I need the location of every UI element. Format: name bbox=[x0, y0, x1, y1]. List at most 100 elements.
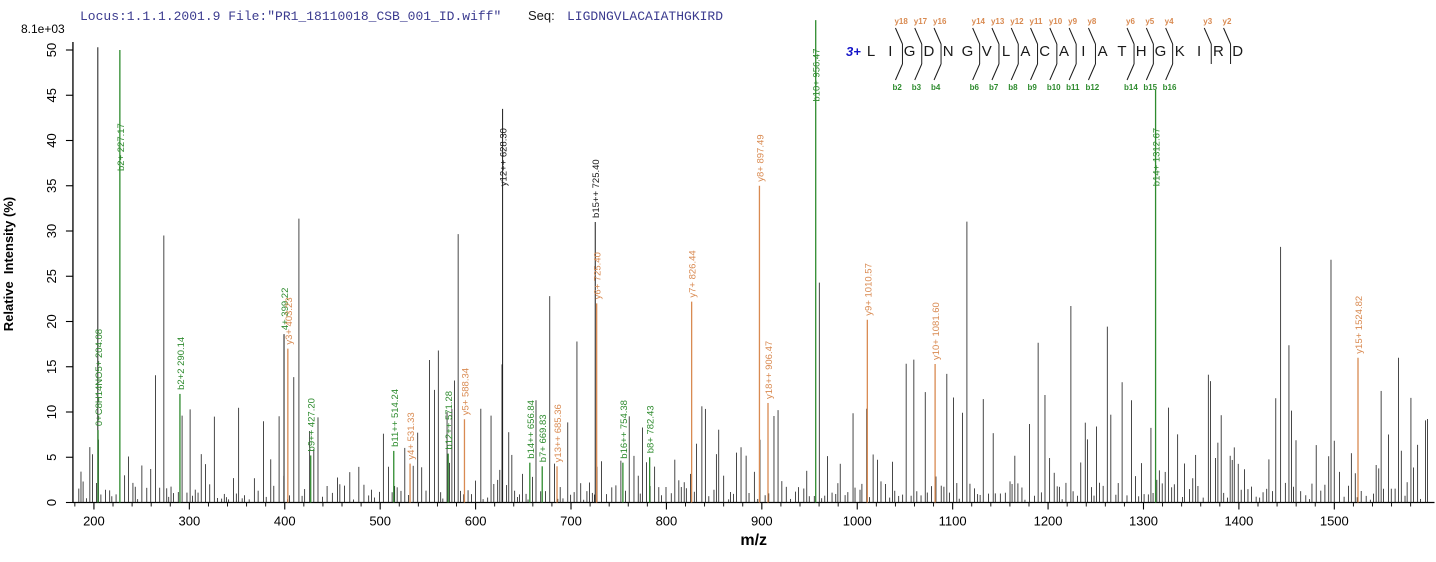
svg-text:Locus:1.1.1.2001.9 File:"PR1_1: Locus:1.1.1.2001.9 File:"PR1_18110018_CS… bbox=[80, 9, 501, 24]
svg-text:35: 35 bbox=[44, 179, 59, 193]
svg-text:y7+ 826.44: y7+ 826.44 bbox=[688, 250, 699, 297]
svg-text:K: K bbox=[1175, 43, 1185, 60]
svg-text:y11: y11 bbox=[1030, 17, 1043, 26]
svg-text:600: 600 bbox=[465, 514, 487, 529]
svg-text:b7: b7 bbox=[989, 83, 999, 92]
svg-text:T: T bbox=[1117, 43, 1126, 60]
svg-text:b15: b15 bbox=[1143, 83, 1157, 92]
svg-text:b12++ 571.28: b12++ 571.28 bbox=[444, 391, 455, 450]
svg-text:1500: 1500 bbox=[1320, 514, 1349, 529]
svg-text:y2: y2 bbox=[1223, 17, 1232, 26]
svg-text:0+C8H14NO5+ 204.08: 0+C8H14NO5+ 204.08 bbox=[94, 329, 105, 426]
svg-text:45: 45 bbox=[44, 88, 59, 102]
svg-text:y10+ 1081.60: y10+ 1081.60 bbox=[931, 302, 942, 360]
svg-text:y8+ 897.49: y8+ 897.49 bbox=[755, 134, 766, 181]
svg-text:Relative Intensity (%): Relative Intensity (%) bbox=[1, 197, 16, 331]
svg-text:G: G bbox=[1155, 43, 1167, 60]
svg-text:25: 25 bbox=[44, 269, 59, 283]
svg-text:b9: b9 bbox=[1028, 83, 1038, 92]
svg-text:V: V bbox=[982, 43, 992, 60]
svg-text:15: 15 bbox=[44, 360, 59, 374]
svg-text:1400: 1400 bbox=[1224, 514, 1253, 529]
svg-text:900: 900 bbox=[751, 514, 773, 529]
svg-text:y9+ 1010.57: y9+ 1010.57 bbox=[863, 263, 874, 316]
svg-text:I: I bbox=[888, 43, 892, 60]
svg-text:y17: y17 bbox=[914, 17, 928, 26]
svg-text:b16++ 754.38: b16++ 754.38 bbox=[619, 400, 630, 459]
svg-text:y6: y6 bbox=[1126, 17, 1135, 26]
svg-text:b12: b12 bbox=[1085, 83, 1099, 92]
svg-text:y13: y13 bbox=[991, 17, 1005, 26]
svg-text:b8: b8 bbox=[1008, 83, 1018, 92]
svg-text:b2: b2 bbox=[892, 83, 902, 92]
svg-text:500: 500 bbox=[369, 514, 391, 529]
svg-text:G: G bbox=[904, 43, 916, 60]
svg-text:700: 700 bbox=[560, 514, 582, 529]
svg-text:b7+ 669.83: b7+ 669.83 bbox=[538, 414, 549, 462]
svg-text:y9: y9 bbox=[1068, 17, 1077, 26]
svg-text:C: C bbox=[1039, 43, 1050, 60]
svg-text:b6: b6 bbox=[970, 83, 980, 92]
svg-text:y5+ 588.34: y5+ 588.34 bbox=[460, 368, 471, 415]
svg-text:I: I bbox=[1197, 43, 1201, 60]
svg-text:1300: 1300 bbox=[1129, 514, 1158, 529]
svg-text:A: A bbox=[1098, 43, 1108, 60]
svg-text:b14: b14 bbox=[1124, 83, 1138, 92]
svg-text:1100: 1100 bbox=[939, 514, 967, 529]
svg-text:b10: b10 bbox=[1047, 83, 1061, 92]
svg-text:y12++ 628.30: y12++ 628.30 bbox=[499, 128, 510, 186]
svg-text:b14+ 1312.67: b14+ 1312.67 bbox=[1152, 128, 1163, 186]
svg-text:b16: b16 bbox=[1163, 83, 1177, 92]
svg-text:y6+ 725.40: y6+ 725.40 bbox=[593, 252, 604, 299]
svg-text:3+: 3+ bbox=[846, 44, 861, 59]
svg-text:b14++ 656.84: b14++ 656.84 bbox=[526, 400, 537, 459]
svg-text:LIGDNGVLACAIATHGKIRD: LIGDNGVLACAIATHGKIRD bbox=[567, 9, 723, 24]
svg-text:300: 300 bbox=[178, 514, 200, 529]
svg-text:L: L bbox=[1002, 43, 1010, 60]
svg-text:200: 200 bbox=[83, 514, 105, 529]
svg-text:10: 10 bbox=[44, 405, 59, 419]
svg-text:40: 40 bbox=[44, 133, 59, 147]
svg-text:b8+ 782.43: b8+ 782.43 bbox=[646, 405, 657, 453]
svg-text:D: D bbox=[923, 43, 934, 60]
svg-text:b9++ 427.20: b9++ 427.20 bbox=[307, 398, 318, 451]
svg-text:y13++ 685.36: y13++ 685.36 bbox=[553, 404, 564, 462]
svg-text:5: 5 bbox=[44, 454, 59, 461]
svg-text:A: A bbox=[1020, 43, 1030, 60]
svg-text:8.1e+03: 8.1e+03 bbox=[21, 22, 65, 36]
svg-text:m/z: m/z bbox=[740, 532, 767, 549]
svg-text:b15++ 725.40: b15++ 725.40 bbox=[591, 159, 602, 218]
svg-text:L: L bbox=[867, 43, 875, 60]
svg-text:400: 400 bbox=[274, 514, 296, 529]
svg-text:D: D bbox=[1232, 43, 1243, 60]
svg-text:y16: y16 bbox=[933, 17, 947, 26]
svg-text:50: 50 bbox=[44, 43, 59, 57]
svg-text:H: H bbox=[1136, 43, 1147, 60]
svg-text:30: 30 bbox=[44, 224, 59, 238]
svg-text:b3: b3 bbox=[912, 83, 922, 92]
svg-text:b2+ 227.17: b2+ 227.17 bbox=[116, 123, 127, 171]
svg-text:I: I bbox=[1081, 43, 1085, 60]
svg-text:1200: 1200 bbox=[1034, 514, 1063, 529]
svg-text:N: N bbox=[943, 43, 954, 60]
svg-text:y8: y8 bbox=[1087, 17, 1096, 26]
svg-text:b4: b4 bbox=[931, 83, 941, 92]
svg-text:y5: y5 bbox=[1145, 17, 1154, 26]
svg-text:y4+ 531.33: y4+ 531.33 bbox=[406, 412, 417, 459]
svg-text:0: 0 bbox=[44, 499, 59, 506]
svg-text:A: A bbox=[1059, 43, 1069, 60]
svg-text:y3+ 403.23: y3+ 403.23 bbox=[284, 297, 295, 344]
svg-text:y18: y18 bbox=[894, 17, 908, 26]
svg-text:b11++ 514.24: b11++ 514.24 bbox=[390, 389, 401, 447]
svg-text:y4: y4 bbox=[1165, 17, 1174, 26]
svg-text:y10: y10 bbox=[1049, 17, 1063, 26]
svg-text:b2+2 290.14: b2+2 290.14 bbox=[176, 337, 187, 390]
svg-text:y3: y3 bbox=[1203, 17, 1212, 26]
svg-text:Seq:: Seq: bbox=[528, 8, 555, 23]
svg-text:b11: b11 bbox=[1066, 83, 1080, 92]
svg-text:y14: y14 bbox=[972, 17, 986, 26]
svg-text:y12: y12 bbox=[1010, 17, 1024, 26]
svg-text:1000: 1000 bbox=[843, 514, 872, 529]
svg-text:y15+ 1524.82: y15+ 1524.82 bbox=[1354, 296, 1365, 354]
svg-text:b10+ 956.47: b10+ 956.47 bbox=[812, 48, 823, 101]
